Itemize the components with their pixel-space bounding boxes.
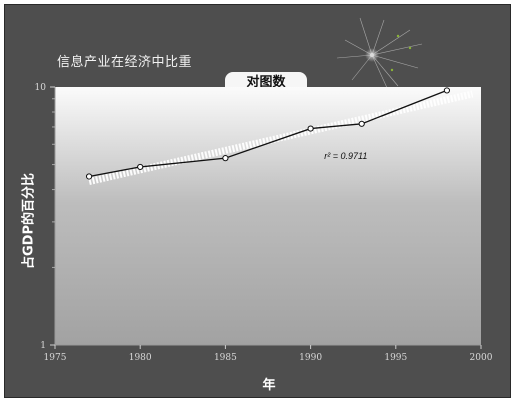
- series-group: [85, 87, 451, 180]
- y-tick-label: 10: [35, 83, 47, 93]
- trendline-group: [88, 90, 474, 185]
- x-tick-label: 1995: [384, 353, 407, 363]
- x-tick-label: 2000: [470, 353, 493, 363]
- x-tick-label: 1975: [44, 353, 67, 363]
- trendline: [88, 90, 474, 185]
- r-squared-label: r² = 0.9711: [324, 151, 367, 161]
- axes: 1975 1980 1985 1990 1995 2000 1 10: [35, 83, 493, 363]
- data-point: [137, 163, 144, 171]
- x-tick-label: 1990: [299, 353, 322, 363]
- plot-area: [55, 87, 481, 345]
- data-point: [358, 120, 365, 127]
- data-point: [222, 155, 229, 162]
- data-point: [85, 173, 93, 180]
- starburst-decoration: [336, 17, 423, 91]
- chart-title: 信息产业在经济中比重: [57, 55, 193, 70]
- series-line: [88, 89, 448, 178]
- x-tick-label: 1980: [129, 353, 152, 363]
- x-axis-label: 年: [262, 378, 276, 393]
- data-point: [307, 125, 314, 132]
- y-tick-label: 1: [40, 341, 46, 351]
- data-point: [443, 87, 451, 94]
- x-tick-label: 1985: [214, 353, 237, 363]
